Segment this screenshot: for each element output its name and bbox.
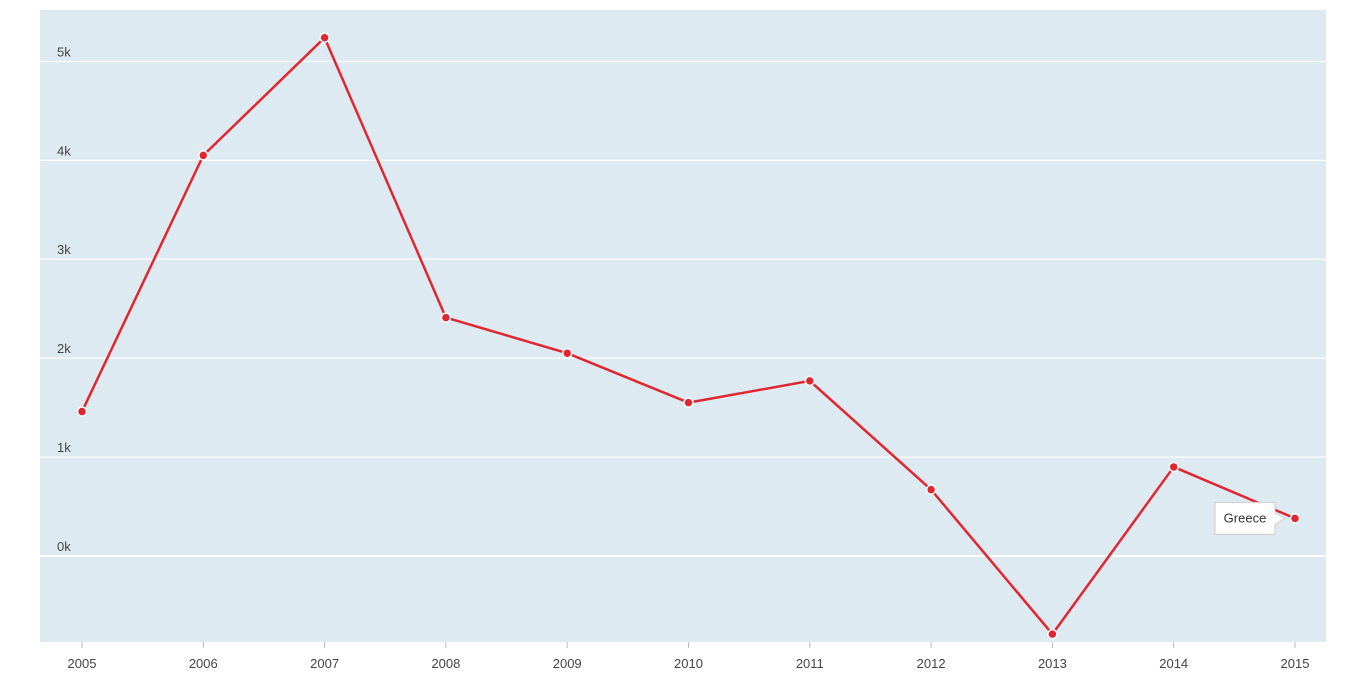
plot-area [40,10,1326,642]
data-point[interactable] [1289,513,1301,524]
data-point[interactable] [804,375,816,387]
gridlines [40,60,1326,557]
y-tick-label: 4k [57,143,71,158]
x-tick-label: 2011 [796,656,824,671]
y-tick-label: 1k [57,440,71,455]
data-point[interactable] [1047,628,1058,640]
tooltip-box [1214,501,1286,535]
series-group [76,32,1301,640]
y-tick-label: 3k [57,242,71,257]
data-point[interactable] [319,32,330,43]
data-point[interactable] [198,150,209,161]
x-tick-label: 2010 [674,656,703,671]
x-tick-label: 2009 [553,656,582,671]
data-point[interactable] [561,347,573,359]
y-axis: 0k 1k 2k 3k 4k 5k [57,44,71,554]
x-tick-label: 2006 [189,656,218,671]
x-tick-label: 2013 [1038,656,1067,671]
x-tick-label: 2012 [917,656,946,671]
x-tick-label: 2005 [68,656,97,671]
data-point[interactable] [1168,461,1179,473]
data-point[interactable] [925,484,937,495]
data-point[interactable] [76,406,88,417]
y-tick-label: 5k [57,44,71,59]
x-tick-label: 2014 [1159,656,1188,671]
data-point[interactable] [440,312,452,323]
tooltip: Greece [1214,501,1286,535]
tooltip-label: Greece [1224,510,1267,525]
y-tick-label: 0k [57,539,71,554]
x-axis: 2005 2006 2007 2008 2009 2010 2011 2012 2013 2014… [68,642,1310,671]
data-point[interactable] [683,397,694,408]
x-tick-label: 2015 [1281,656,1310,671]
x-tick-label: 2007 [310,656,339,671]
x-tick-label: 2008 [431,656,460,671]
y-tick-label: 2k [57,341,71,356]
